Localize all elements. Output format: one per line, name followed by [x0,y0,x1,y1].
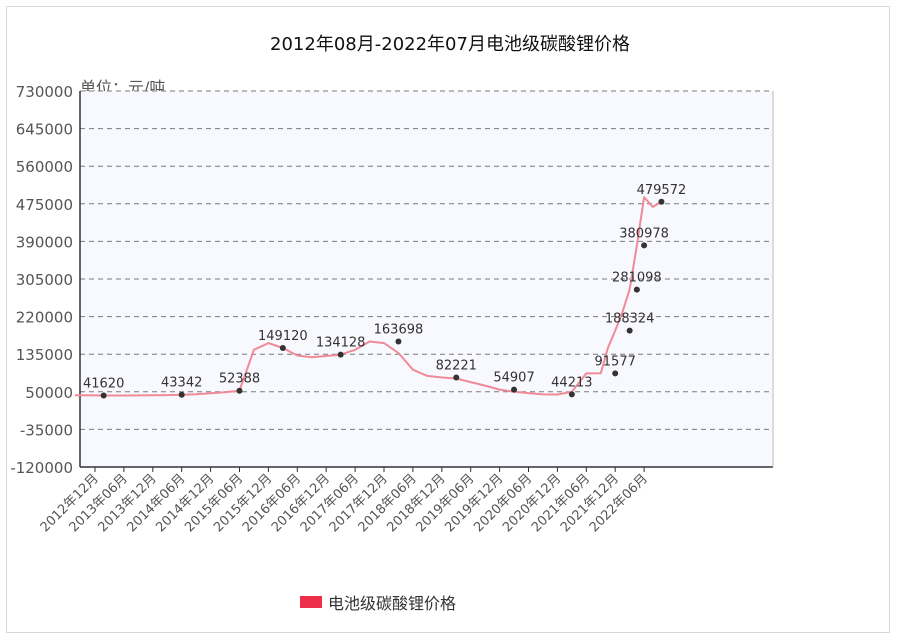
series-layer [74,196,662,397]
y-tick-label: 475000 [16,196,73,214]
data-label: 54907 [493,371,534,386]
y-tick-label: 560000 [16,158,73,176]
y-tick-label: 305000 [16,271,73,289]
axes [79,91,774,468]
y-tick-label: 645000 [16,121,73,139]
data-point [612,370,619,377]
y-tick-label: -35000 [20,421,73,439]
y-tick-label: 50000 [25,384,73,402]
data-point [395,338,402,345]
data-point [511,386,518,393]
data-labels: 41620 43342 52388 149120 134128 163698 82221 54… [83,183,686,399]
data-point [337,351,344,358]
legend-label: 电池级碳酸锂价格 [328,594,457,613]
data-label: 43342 [161,376,202,391]
x-tick-labels: 2012年12月2013年06月2013年12月2014年06月2014年12月… [38,467,651,535]
legend-swatch [300,596,322,608]
chart-title: 2012年08月-2022年07月电池级碳酸锂价格 [270,34,630,55]
data-label: 281098 [612,271,662,286]
y-tick-label: -120000 [10,459,73,477]
data-point [453,374,460,381]
y-tick-label: 220000 [16,309,73,327]
data-point [100,392,107,399]
data-point [236,387,243,394]
y-tick-label: 390000 [16,233,73,251]
data-point [626,327,633,334]
chart-frame [6,6,890,633]
data-label: 163698 [374,323,424,338]
data-label: 188324 [605,312,655,327]
data-label: 380978 [619,226,669,241]
data-point [658,198,665,205]
y-tick-labels: 730000 645000 560000 475000 390000 305000 2200… [10,83,73,477]
data-label: 52388 [219,372,260,387]
data-label: 82221 [436,359,477,374]
data-label: 44213 [551,375,592,390]
data-point [568,391,575,398]
legend: 电池级碳酸锂价格 [300,590,456,614]
data-point [279,344,286,351]
data-point [178,391,185,398]
data-label: 91577 [595,354,636,369]
data-point [641,242,648,249]
data-label: 134128 [316,336,366,351]
data-label: 479572 [637,183,687,198]
y-tick-label: 730000 [16,83,73,101]
data-point [633,286,640,293]
series-line [74,196,662,397]
data-label: 149120 [258,329,308,344]
y-tick-label: 135000 [16,346,73,364]
data-label: 41620 [83,377,124,392]
